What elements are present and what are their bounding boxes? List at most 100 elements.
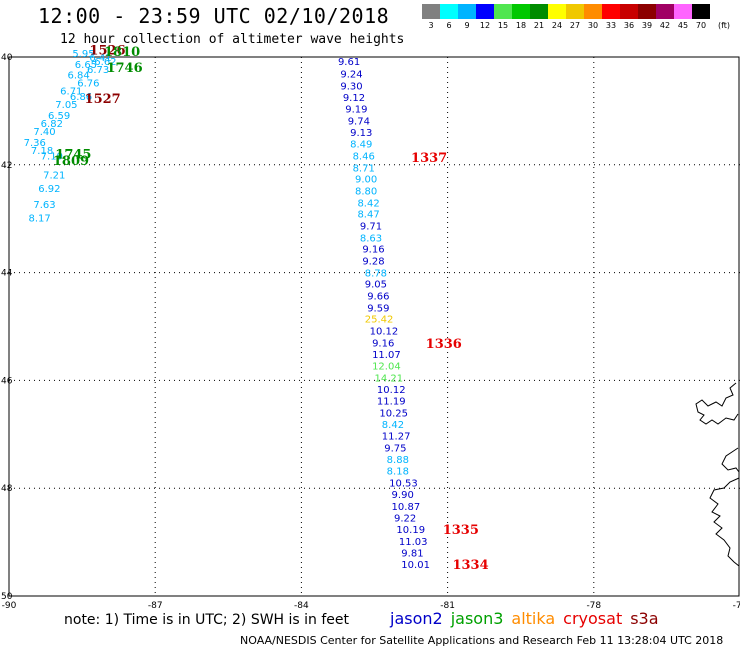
satellite-label-s3a: s3a: [630, 609, 659, 628]
legend-swatch: [440, 4, 458, 19]
east-track-swh-value: 11.19: [377, 397, 406, 408]
east-track-swh-value: 9.71: [360, 221, 382, 232]
east-track-swh-value: 8.18: [387, 467, 409, 478]
lat-tick-label: 48: [1, 484, 13, 494]
credit-line: NOAA/NESDIS Center for Satellite Applica…: [240, 634, 724, 647]
west-track-swh-value: 7.05: [55, 100, 77, 111]
legend-swatch: [692, 4, 710, 19]
west-track-swh-value: 6.86: [70, 92, 92, 103]
west-track-time-label: 1810: [104, 45, 140, 60]
east-track-swh-value: 9.81: [401, 549, 423, 560]
west-track-swh-value: 7.18: [31, 146, 53, 157]
legend-label: 70: [695, 21, 707, 30]
legend-swatch: [476, 4, 494, 19]
east-track-swh-value: 8.71: [353, 163, 375, 174]
east-track-swh-value: 10.12: [370, 327, 399, 338]
east-track-swh-value: 11.27: [382, 432, 411, 443]
lon-tick-label: -84: [294, 601, 309, 611]
legend-label: 39: [641, 21, 653, 30]
west-track-swh-value: 7.36: [24, 138, 46, 149]
east-track-swh-value: 9.61: [338, 57, 360, 68]
west-track-swh-value: 6.65: [75, 60, 97, 71]
east-track-swh-value: 8.42: [382, 420, 404, 431]
west-track-swh-value: 8.17: [28, 213, 50, 224]
east-track-swh-value: 8.78: [365, 268, 387, 279]
lat-tick-label: 44: [1, 269, 13, 279]
west-track-swh-value: 6.76: [77, 79, 99, 90]
legend-swatch: [422, 4, 440, 19]
legend-label: 6: [446, 21, 452, 30]
east-track-swh-value: 8.42: [357, 198, 379, 209]
east-track-swh-value: 11.03: [399, 537, 428, 548]
east-track-swh-value: 9.74: [348, 116, 370, 127]
lat-tick-label: 40: [1, 53, 13, 63]
satellite-legend: jason2 jason3 altika cryosat s3a: [390, 609, 667, 628]
west-track-swh-value: 7.40: [33, 127, 55, 138]
satellite-label-cryosat: cryosat: [563, 609, 623, 628]
east-track-swh-value: 10.19: [396, 525, 425, 536]
west-track-swh-value: 6.41: [89, 53, 111, 64]
east-track-swh-value: 9.75: [384, 444, 406, 455]
satellite-label-jason3: jason3: [450, 609, 504, 628]
east-track-swh-value: 12.04: [372, 362, 401, 373]
east-track-swh-value: 9.66: [367, 292, 389, 303]
east-track-swh-value: 14.21: [375, 373, 404, 384]
legend-label: 21: [533, 21, 545, 30]
east-track-swh-value: 9.30: [340, 81, 362, 92]
legend-label: 24: [551, 21, 563, 30]
east-track-swh-value: 9.16: [372, 338, 394, 349]
satellite-label-altika: altika: [511, 609, 556, 628]
map-title: 12:00 - 23:59 UTC 02/10/2018: [38, 4, 390, 28]
lon-tick-label: -75: [733, 601, 740, 611]
color-scale-legend: [422, 4, 710, 19]
east-track-swh-value: 10.25: [379, 409, 408, 420]
east-track-swh-value: 9.24: [340, 69, 362, 80]
east-track-swh-value: 9.90: [392, 490, 414, 501]
lat-tick-label: 46: [1, 376, 13, 386]
legend-label: 45: [677, 21, 689, 30]
coastline: [721, 447, 740, 473]
legend-label: 12: [479, 21, 491, 30]
lon-tick-label: -90: [2, 601, 17, 611]
west-track-time-label: 1745: [55, 147, 91, 162]
color-scale-unit: (ft): [718, 21, 731, 30]
legend-label: 30: [587, 21, 599, 30]
west-track-time-label: 1527: [85, 92, 121, 107]
west-track-swh-value: 6.71: [60, 87, 82, 98]
east-track-swh-value: 8.80: [355, 186, 377, 197]
legend-label: 42: [659, 21, 671, 30]
east-track-swh-value: 9.16: [362, 245, 384, 256]
west-track-swh-value: 7.21: [43, 170, 65, 181]
east-track-swh-value: 10.12: [377, 385, 406, 396]
legend-label: 9: [464, 21, 470, 30]
legend-label: 33: [605, 21, 617, 30]
map-note: note: 1) Time is in UTC; 2) SWH is in fe…: [64, 612, 350, 628]
legend-swatch: [584, 4, 602, 19]
legend-swatch: [674, 4, 692, 19]
coastline: [709, 477, 740, 567]
east-track-swh-value: 11.07: [372, 350, 401, 361]
west-track-swh-value: 6.92: [38, 184, 60, 195]
east-track-swh-value: 8.88: [387, 455, 409, 466]
west-track-swh-value: 6.62: [94, 57, 116, 68]
west-track-swh-value: 6.59: [48, 111, 70, 122]
east-track-swh-value: 8.63: [360, 233, 382, 244]
east-track-swh-value: 9.22: [394, 514, 416, 525]
west-track-swh-value: 6.73: [87, 65, 109, 76]
lon-tick-label: -81: [440, 601, 455, 611]
east-track-time-label: 1335: [443, 523, 479, 538]
east-track-swh-value: 9.00: [355, 175, 377, 186]
legend-swatch: [566, 4, 584, 19]
east-track-swh-value: 8.47: [357, 210, 379, 221]
legend-swatch: [602, 4, 620, 19]
legend-swatch: [548, 4, 566, 19]
satellite-label-jason2: jason2: [390, 609, 443, 628]
legend-swatch: [620, 4, 638, 19]
map-subtitle: 12 hour collection of altimeter wave hei…: [60, 32, 405, 47]
east-track-swh-value: 9.19: [345, 105, 367, 116]
east-track-swh-value: 25.42: [365, 315, 394, 326]
west-track-swh-value: 6.82: [41, 119, 63, 130]
west-track-swh-value: 7.63: [33, 200, 55, 211]
east-track-swh-value: 9.59: [367, 303, 389, 314]
